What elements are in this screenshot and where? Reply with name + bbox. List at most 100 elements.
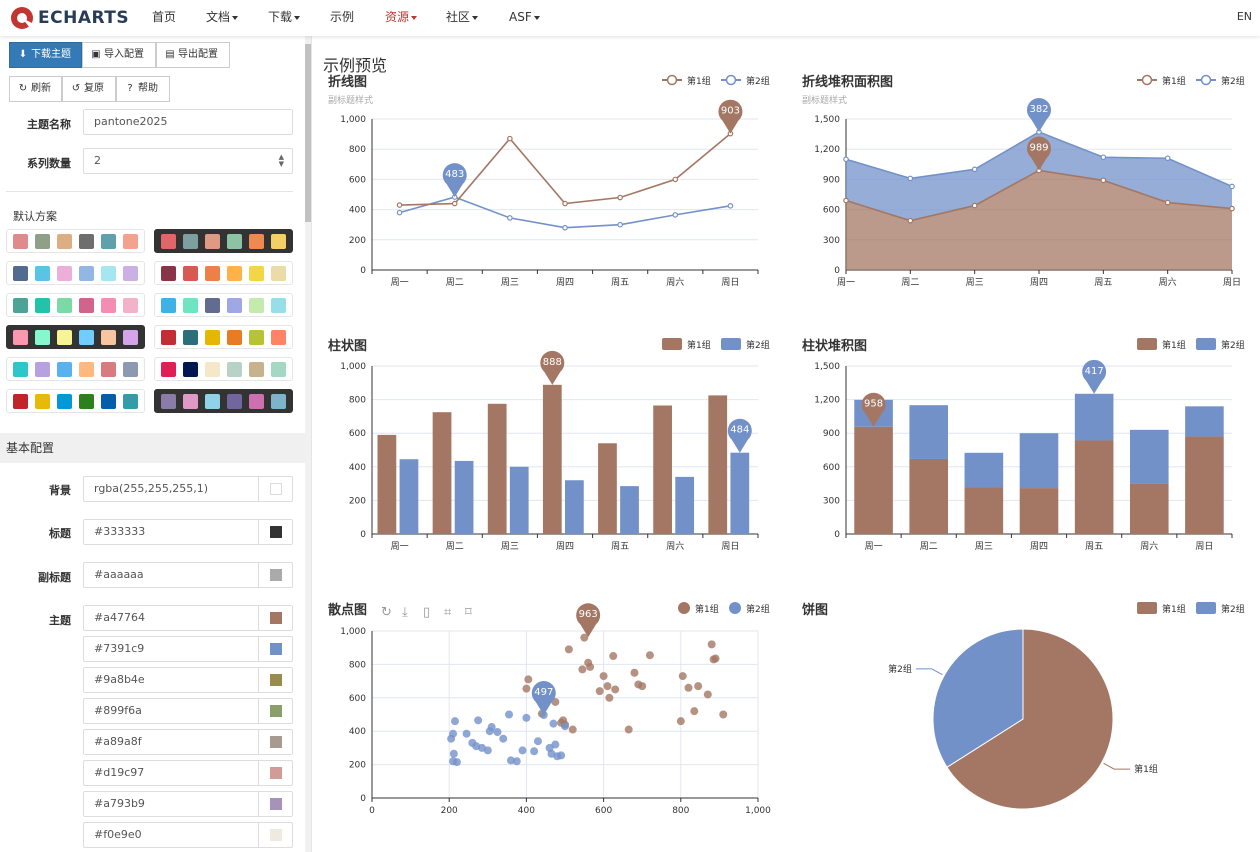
title-color-input[interactable]: #333333 (83, 519, 293, 545)
y-tick-label: 0 (834, 266, 840, 276)
theme-color-picker[interactable] (258, 730, 292, 754)
scheme-option-7[interactable] (154, 325, 293, 349)
scheme-swatch (101, 330, 116, 345)
pie-slice (932, 628, 1024, 768)
theme-color-input-6[interactable]: #a793b9 (83, 791, 293, 817)
series-count-label: 系列数量 (27, 157, 71, 170)
x-tick-label: 周四 (556, 541, 574, 552)
theme-color-picker[interactable] (258, 792, 292, 816)
background-color-picker[interactable] (258, 477, 292, 501)
scheme-option-10[interactable] (6, 389, 145, 413)
help-button[interactable]: ? 帮助 (116, 76, 170, 102)
caret-down-icon (232, 15, 239, 20)
scheme-option-8[interactable] (6, 357, 145, 381)
scheme-swatch (271, 298, 286, 313)
scheme-swatch (13, 266, 28, 281)
scheme-option-0[interactable] (6, 229, 145, 253)
x-tick-label: 周四 (556, 277, 574, 288)
x-tick-label: 周二 (920, 541, 938, 552)
sidebar-scrollbar[interactable] (305, 36, 311, 852)
x-tick-label: 周三 (501, 277, 519, 288)
theme-color-picker[interactable] (258, 761, 292, 785)
sidebar-scroll-thumb[interactable] (305, 44, 311, 222)
bar (1185, 406, 1224, 437)
scheme-option-4[interactable] (6, 293, 145, 317)
scheme-option-1[interactable] (154, 229, 293, 253)
theme-color-input-4[interactable]: #a89a8f (83, 729, 293, 755)
stepper-arrows-icon[interactable]: ▲ ▼ (278, 153, 284, 168)
theme-color-input-0[interactable]: #a47764 (83, 605, 293, 631)
reset-button[interactable]: ↺ 复原 (62, 76, 116, 102)
scheme-swatch (205, 362, 220, 377)
nav-item-3[interactable]: 示例 (330, 0, 354, 36)
download-theme-button[interactable]: ⬇ 下载主题 (9, 42, 82, 68)
theme-color-picker[interactable] (258, 637, 292, 661)
legend-rect-icon (1137, 338, 1157, 350)
scatter-point (678, 672, 687, 681)
scheme-option-9[interactable] (154, 357, 293, 381)
theme-name-input[interactable]: pantone2025 (83, 109, 293, 135)
language-switch[interactable]: EN (1236, 10, 1252, 23)
data-point (1229, 205, 1235, 212)
theme-color-picker[interactable] (258, 699, 292, 723)
scheme-swatch (13, 362, 28, 377)
marker-pin: 484 (727, 418, 752, 453)
refresh-button[interactable]: ↻ 刷新 (9, 76, 62, 102)
nav-item-6[interactable]: ASF (509, 0, 540, 36)
data-point (843, 156, 849, 163)
theme-color-picker[interactable] (258, 668, 292, 692)
nav-item-1[interactable]: 文档 (206, 0, 239, 36)
scheme-swatch (161, 394, 176, 409)
scatter-point (487, 723, 496, 732)
legend-label: 第2组 (1221, 75, 1245, 87)
theme-color-input-5[interactable]: #d19c97 (83, 760, 293, 786)
nav-item-2[interactable]: 下载 (268, 0, 301, 36)
marker-label: 989 (1029, 142, 1048, 153)
x-tick-label: 周六 (666, 540, 684, 552)
nav-item-0[interactable]: 首页 (152, 0, 176, 36)
title-color-picker[interactable] (258, 520, 292, 544)
x-tick-label: 周四 (1030, 541, 1048, 552)
data-point (396, 209, 403, 216)
export-config-button[interactable]: ▤ 导出配置 (156, 42, 230, 68)
background-color-input[interactable]: rgba(255,255,255,1) (83, 476, 293, 502)
theme-color-input-7[interactable]: #f0e9e0 (83, 822, 293, 848)
x-tick-label: 200 (441, 806, 458, 816)
x-tick-label: 周一 (391, 277, 409, 288)
echarts-logo[interactable]: ECHARTS (10, 5, 129, 31)
theme-color-input-3[interactable]: #899f6a (83, 698, 293, 724)
scheme-option-6[interactable] (6, 325, 145, 349)
data-point (971, 166, 978, 173)
theme-color-input-2[interactable]: #9a8b4e (83, 667, 293, 693)
scheme-swatch (227, 266, 242, 281)
marker-pin-shape (540, 350, 565, 385)
y-tick-label: 200 (349, 236, 366, 246)
theme-color-picker[interactable] (258, 606, 292, 630)
marker-pin: 888 (540, 350, 565, 385)
data-point (843, 197, 849, 204)
theme-color-input-1[interactable]: #7391c9 (83, 636, 293, 662)
scheme-option-5[interactable] (154, 293, 293, 317)
legend-label: 第1组 (1162, 339, 1186, 351)
scatter-point (449, 729, 458, 738)
logo-text: ECHARTS (38, 8, 130, 28)
scheme-swatch (161, 298, 176, 313)
data-point (507, 135, 513, 142)
scheme-swatch (123, 266, 138, 281)
x-tick-label: 周日 (721, 277, 739, 288)
x-tick-label: 周三 (501, 541, 519, 552)
scheme-option-11[interactable] (154, 389, 293, 413)
scheme-option-3[interactable] (154, 261, 293, 285)
scatter-point (449, 749, 458, 758)
bar (542, 384, 562, 534)
legend-label: 第1组 (687, 75, 711, 87)
subtitle-color-picker[interactable] (258, 563, 292, 587)
nav-item-5[interactable]: 社区 (446, 0, 479, 36)
import-config-button[interactable]: ▣ 导入配置 (82, 42, 156, 68)
series-count-input[interactable]: 2 ▲ ▼ (83, 148, 293, 174)
nav-item-4[interactable]: 资源 (385, 0, 418, 36)
scheme-option-2[interactable] (6, 261, 145, 285)
subtitle-color-input[interactable]: #aaaaaa (83, 562, 293, 588)
x-tick-label: 周二 (901, 277, 919, 288)
theme-color-picker[interactable] (258, 823, 292, 847)
